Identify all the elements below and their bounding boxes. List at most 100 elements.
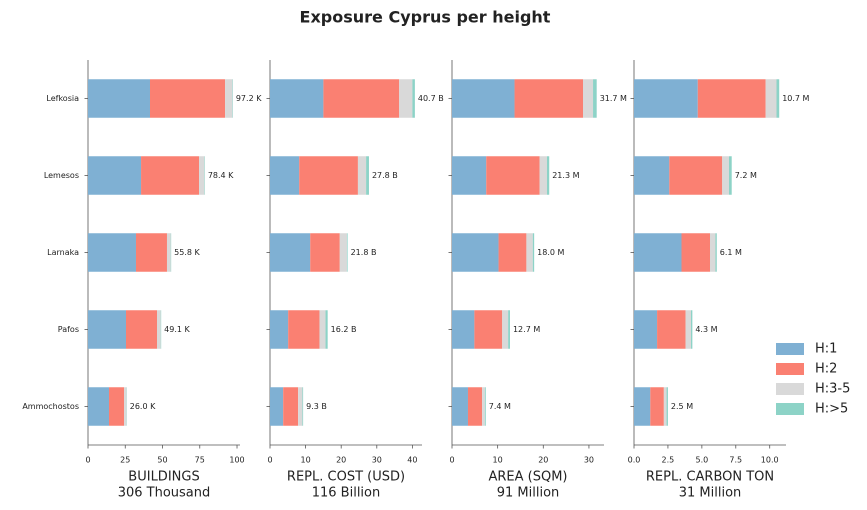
bar-segment xyxy=(710,233,716,272)
chart-title: Exposure Cyprus per height xyxy=(300,8,551,27)
y-tick-label: Lefkosia xyxy=(46,94,79,103)
total-label: 12.7 M xyxy=(513,325,540,334)
bar-segment xyxy=(319,310,326,349)
total-label: 40.7 B xyxy=(418,94,444,103)
total-label: 10.7 M xyxy=(782,94,809,103)
x-tick-label: 5.0 xyxy=(695,456,708,465)
bar-segment xyxy=(135,233,167,272)
bar-segment xyxy=(225,79,233,118)
bar-segment xyxy=(546,156,550,195)
total-label: 9.3 B xyxy=(306,402,327,411)
bar-segment xyxy=(593,79,597,118)
bar-segment xyxy=(634,387,651,426)
total-label: 55.8 K xyxy=(174,248,200,257)
bar-segment xyxy=(109,387,125,426)
x-tick-label: 40 xyxy=(407,456,417,465)
x-axis-label: 91 Million xyxy=(497,486,560,501)
x-tick-label: 2.5 xyxy=(662,456,675,465)
bar-segment xyxy=(657,310,686,349)
y-tick-label: Pafos xyxy=(58,325,79,334)
x-axis-label: REPL. CARBON TON xyxy=(646,470,774,485)
bar-segment xyxy=(298,387,303,426)
bar-segment xyxy=(310,233,340,272)
legend-swatch xyxy=(776,363,804,375)
bar-segment xyxy=(166,233,171,272)
bar-segment xyxy=(283,387,299,426)
bar-segment xyxy=(666,387,668,426)
legend-label: H:3-5 xyxy=(815,382,850,397)
legend-swatch xyxy=(776,343,804,355)
bar-segment xyxy=(302,387,304,426)
x-tick-label: 30 xyxy=(372,456,382,465)
bar-segment xyxy=(412,79,415,118)
x-tick-label: 10 xyxy=(493,456,503,465)
bar-segment xyxy=(715,233,717,272)
bar-segment xyxy=(634,156,670,195)
bar-segment xyxy=(663,387,667,426)
y-tick-label: Ammochostos xyxy=(22,402,79,411)
x-tick-label: 50 xyxy=(157,456,167,465)
x-tick-label: 25 xyxy=(120,456,130,465)
bar-segment xyxy=(399,79,413,118)
bar-segment xyxy=(270,79,324,118)
bar-segment xyxy=(452,79,515,118)
bar-segment xyxy=(141,156,200,195)
total-label: 18.0 M xyxy=(537,248,564,257)
legend-swatch xyxy=(776,383,804,395)
x-tick-label: 0 xyxy=(267,456,272,465)
bar-segment xyxy=(650,387,664,426)
bar-segment xyxy=(88,310,126,349)
y-tick-label: Lemesos xyxy=(44,171,79,180)
bar-segment xyxy=(669,156,723,195)
bar-segment xyxy=(452,310,475,349)
total-label: 97.2 K xyxy=(236,94,262,103)
total-label: 27.8 B xyxy=(372,171,398,180)
x-axis-label: BUILDINGS xyxy=(128,470,199,485)
bar-segment xyxy=(346,233,348,272)
x-tick-label: 0.0 xyxy=(628,456,641,465)
bar-segment xyxy=(502,310,509,349)
x-tick-label: 20 xyxy=(336,456,346,465)
bar-segment xyxy=(323,79,400,118)
bar-segment xyxy=(325,310,328,349)
bar-segment xyxy=(691,310,693,349)
x-tick-label: 0 xyxy=(85,456,90,465)
bar-segment xyxy=(634,310,658,349)
legend-swatch xyxy=(776,403,804,415)
total-label: 49.1 K xyxy=(164,325,190,334)
x-axis-label: 306 Thousand xyxy=(118,486,211,501)
total-label: 4.3 M xyxy=(695,325,717,334)
bar-segment xyxy=(722,156,729,195)
total-label: 6.1 M xyxy=(720,248,742,257)
bar-segment xyxy=(681,233,710,272)
bar-segment xyxy=(452,233,499,272)
bar-segment xyxy=(126,310,157,349)
bar-segment xyxy=(270,387,284,426)
bar-segment xyxy=(484,387,486,426)
bar-segment xyxy=(88,79,150,118)
bar-segment xyxy=(299,156,358,195)
bar-segment xyxy=(467,387,483,426)
x-axis-label: 116 Billion xyxy=(312,486,381,501)
x-tick-label: 100 xyxy=(229,456,244,465)
total-label: 21.3 M xyxy=(552,171,579,180)
bar-segment xyxy=(765,79,777,118)
x-axis-label: REPL. COST (USD) xyxy=(287,470,405,485)
bar-segment xyxy=(583,79,594,118)
bar-segment xyxy=(366,156,369,195)
bar-segment xyxy=(634,79,698,118)
x-tick-label: 30 xyxy=(584,456,594,465)
bar-segment xyxy=(199,156,205,195)
x-tick-label: 7.5 xyxy=(729,456,742,465)
x-tick-label: 0 xyxy=(449,456,454,465)
bar-segment xyxy=(270,233,311,272)
bar-segment xyxy=(88,387,110,426)
bar-segment xyxy=(452,387,468,426)
bar-segment xyxy=(149,79,226,118)
x-tick-label: 10 xyxy=(301,456,311,465)
bar-segment xyxy=(634,233,682,272)
x-tick-label: 10.0 xyxy=(761,456,779,465)
bar-segment xyxy=(482,387,485,426)
